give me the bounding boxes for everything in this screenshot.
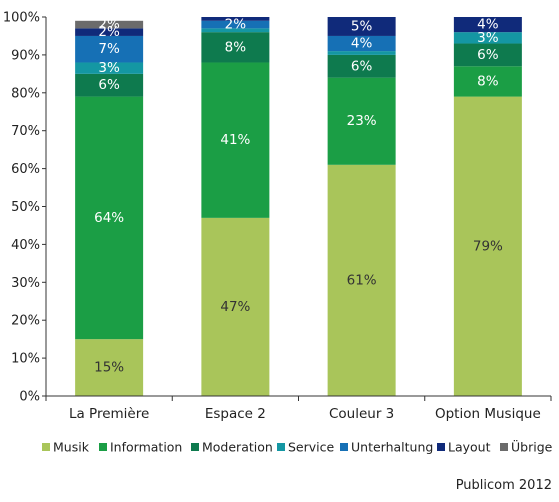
legend-item: Service xyxy=(277,440,335,455)
y-tick-label: 30% xyxy=(11,276,40,291)
legend-label: Service xyxy=(288,440,335,455)
bar-segment xyxy=(453,96,522,396)
bar-segment xyxy=(201,32,270,63)
legend-swatch xyxy=(42,443,50,451)
x-axis: La Première Espace 2 Couleur 3 Option Musiq… xyxy=(45,395,552,422)
legend-swatch xyxy=(191,443,199,451)
bar-data-label: 79% xyxy=(473,238,503,254)
y-axis: 0% 10% 20% 30% 40% 50% 60% 70% 80% 90% 100% xyxy=(3,11,47,405)
bar-segment xyxy=(75,339,144,396)
legend-item: Übrige xyxy=(500,439,553,455)
legend-swatch xyxy=(437,443,445,451)
bar-segment xyxy=(453,43,522,67)
y-tick-label: 40% xyxy=(11,238,40,253)
legend-item: Moderation xyxy=(191,440,273,455)
legend-label: Übrige xyxy=(511,439,553,455)
bar-data-label: 47% xyxy=(220,299,250,315)
bar-data-label: 7% xyxy=(98,41,120,57)
bar-segment xyxy=(201,20,270,29)
source-note: Publicom 2012 xyxy=(456,478,552,493)
bar-data-label: 2% xyxy=(98,24,120,40)
bar-data-label: 5% xyxy=(351,18,373,34)
bar-segment xyxy=(201,17,270,21)
bar-stack: 79% 8% 6%3%4% xyxy=(453,17,522,396)
legend-label: Moderation xyxy=(202,440,273,455)
bar-data-label: 8% xyxy=(225,39,247,55)
y-tick-label: 10% xyxy=(11,352,40,367)
y-tick-label: 80% xyxy=(11,86,40,101)
bar-segment xyxy=(201,217,270,396)
bar-segment xyxy=(453,66,522,97)
bar-segment xyxy=(453,17,522,33)
bar-segment xyxy=(75,28,144,36)
y-tick-label: 50% xyxy=(11,200,40,215)
legend-item: Unterhaltung xyxy=(340,440,433,455)
bar-data-label: 3% xyxy=(477,30,499,46)
legend-item: Information xyxy=(99,440,182,455)
bar-segment xyxy=(453,32,522,44)
legend: Musik Information Moderation Service Unterha… xyxy=(42,439,553,455)
bar-data-label: 41% xyxy=(220,132,250,148)
bar-segment xyxy=(327,54,396,78)
bar-data-label: 61% xyxy=(347,272,377,288)
y-tick-label: 60% xyxy=(11,162,40,177)
x-category-label: Espace 2 xyxy=(205,406,266,422)
bar-data-label: 3% xyxy=(98,60,120,76)
y-tick-label: 20% xyxy=(11,314,40,329)
bars: 15%64%6%3%7%2%2%47%41%8%2%61%23%6%4%5%79… xyxy=(75,17,522,396)
bar-data-label: 8% xyxy=(477,73,499,89)
legend-swatch xyxy=(277,443,285,451)
legend-label: Information xyxy=(110,440,182,455)
bar-data-label: 6% xyxy=(477,47,499,63)
legend-item: Musik xyxy=(42,440,90,455)
bar-segment xyxy=(75,96,144,340)
bar-stack: 61% 23% 6% 4% 5% xyxy=(327,17,396,396)
bar-data-label: 4% xyxy=(477,17,499,33)
y-tick-label: 100% xyxy=(3,11,40,26)
bar-stack: 47% 41% 8% 2% xyxy=(201,17,270,396)
bar-segment xyxy=(75,20,144,29)
bar-segment xyxy=(327,51,396,55)
y-tick-label: 70% xyxy=(11,124,40,139)
bar-segment xyxy=(75,35,144,63)
legend-label: Unterhaltung xyxy=(351,440,433,455)
bar-data-label: 6% xyxy=(351,58,373,74)
x-category-label: Option Musique xyxy=(435,406,541,422)
bar-segment xyxy=(327,164,396,396)
bar-data-label: 64% xyxy=(94,210,124,226)
bar-data-label: 4% xyxy=(351,36,373,52)
bar-data-label: 2% xyxy=(98,17,120,33)
x-category-label: Couleur 3 xyxy=(329,406,394,422)
bar-segment xyxy=(201,28,270,33)
bar-data-label: 6% xyxy=(98,77,120,93)
y-tick-label: 90% xyxy=(11,48,40,63)
legend-label: Layout xyxy=(448,440,491,455)
bar-segment xyxy=(201,62,270,218)
bar-segment xyxy=(327,35,396,52)
bar-stack: 15%64%6%3%7%2%2% xyxy=(75,17,144,396)
legend-swatch xyxy=(500,443,508,451)
legend-swatch xyxy=(340,443,348,451)
bar-segment xyxy=(327,17,396,36)
bar-segment xyxy=(327,77,396,165)
bar-segment xyxy=(75,62,144,74)
bar-data-label: 15% xyxy=(94,360,124,376)
legend-label: Musik xyxy=(53,440,90,455)
bar-segment xyxy=(75,73,144,97)
legend-item: Layout xyxy=(437,440,491,455)
x-category-label: La Première xyxy=(69,406,149,422)
y-tick-label: 0% xyxy=(19,390,40,405)
bar-data-label: 2% xyxy=(225,17,247,33)
legend-swatch xyxy=(99,443,107,451)
bar-data-label: 23% xyxy=(347,113,377,129)
